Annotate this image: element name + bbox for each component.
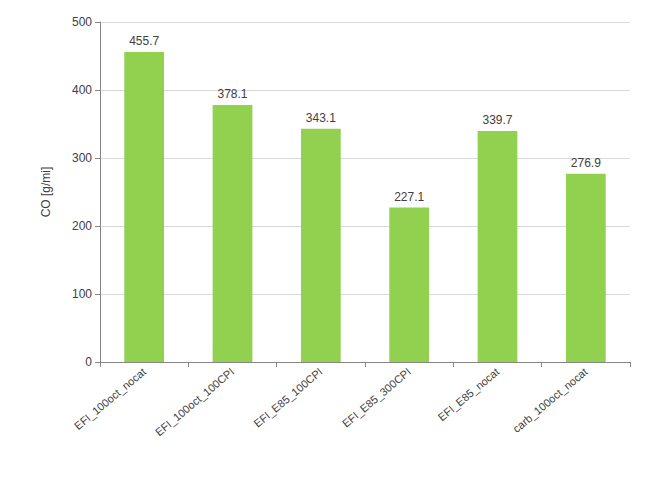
svg-text:carb_100oct_nocat: carb_100oct_nocat — [510, 365, 589, 434]
svg-text:339.7: 339.7 — [482, 113, 512, 127]
svg-text:0: 0 — [85, 355, 92, 369]
svg-text:500: 500 — [72, 15, 92, 29]
svg-text:EFI_100oct_nocat: EFI_100oct_nocat — [72, 365, 148, 432]
svg-text:100: 100 — [72, 287, 92, 301]
svg-text:227.1: 227.1 — [394, 190, 424, 204]
svg-text:EFI_E85_300CPI: EFI_E85_300CPI — [340, 365, 413, 429]
svg-text:276.9: 276.9 — [571, 156, 601, 170]
svg-text:400: 400 — [72, 83, 92, 97]
svg-text:300: 300 — [72, 151, 92, 165]
svg-text:200: 200 — [72, 219, 92, 233]
svg-text:EFI_100oct_100CPI: EFI_100oct_100CPI — [153, 365, 237, 438]
svg-text:343.1: 343.1 — [306, 111, 336, 125]
svg-text:EFI_E85_100CPI: EFI_E85_100CPI — [251, 365, 324, 429]
svg-text:CO [g/mi]: CO [g/mi] — [39, 167, 53, 218]
svg-text:EFI_E85_nocat: EFI_E85_nocat — [436, 365, 502, 423]
svg-text:455.7: 455.7 — [129, 34, 159, 48]
svg-text:378.1: 378.1 — [217, 87, 247, 101]
